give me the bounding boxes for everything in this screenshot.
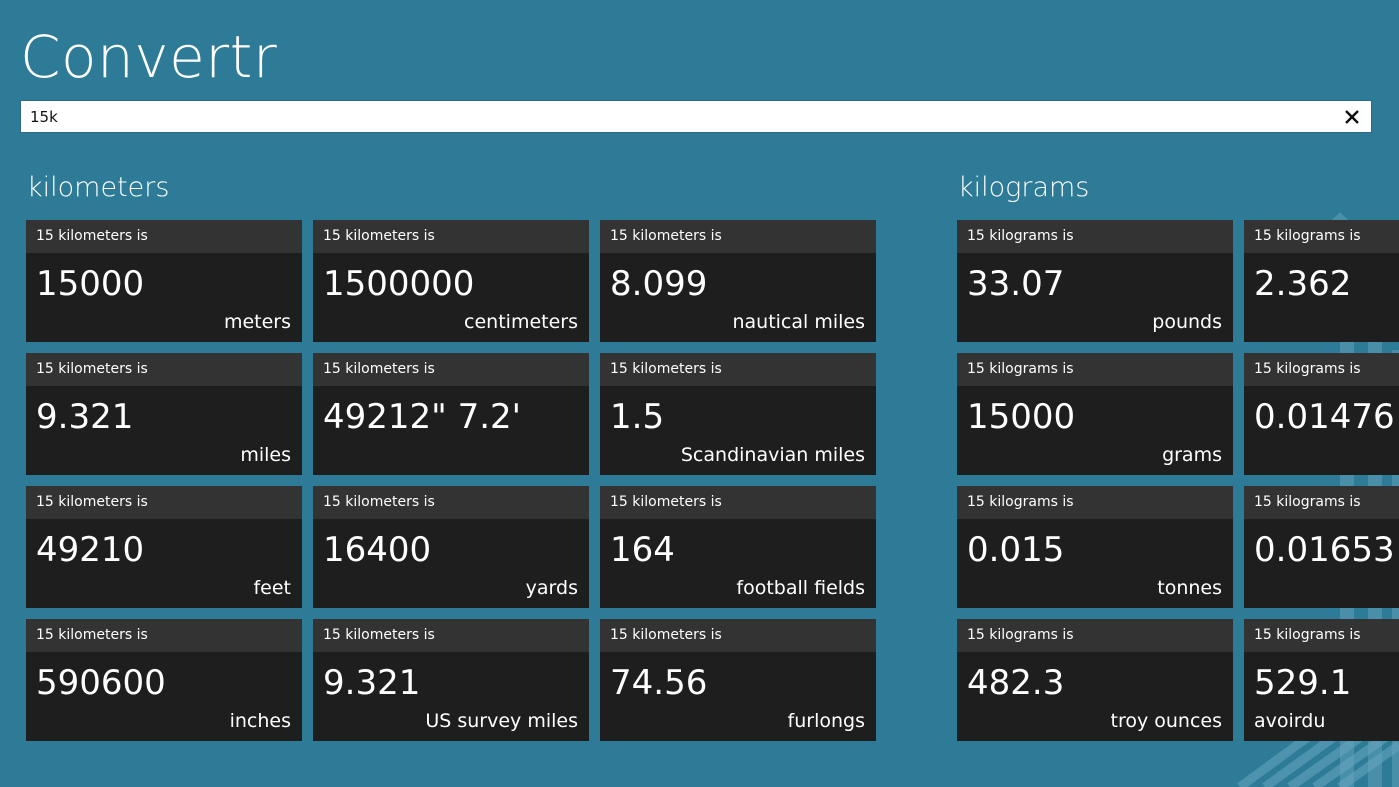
tile-header: 15 kilometers is	[26, 220, 302, 253]
tile-unit: pounds	[1152, 311, 1222, 333]
group-title: kilograms	[958, 172, 1090, 203]
tile-header: 15 kilograms is	[957, 619, 1233, 652]
tile-value: 2.362	[1254, 264, 1352, 304]
tile-value: 529.1	[1254, 663, 1352, 703]
tile-header: 15 kilometers is	[313, 486, 589, 519]
tile-value: 164	[610, 530, 675, 570]
tile-value: 0.01476	[1254, 397, 1395, 437]
tile-value: 590600	[36, 663, 166, 703]
tile-header: 15 kilometers is	[600, 220, 876, 253]
tile-unit: US survey miles	[425, 710, 578, 732]
tile-header: 15 kilograms is	[957, 353, 1233, 386]
conversion-tile[interactable]: 15 kilograms is 0.01476	[1244, 353, 1399, 475]
tile-value: 8.099	[610, 264, 708, 304]
tile-header: 15 kilograms is	[957, 486, 1233, 519]
tile-unit: troy ounces	[1110, 710, 1223, 732]
tile-header: 15 kilograms is	[1244, 353, 1399, 386]
tile-value: 0.01653	[1254, 530, 1395, 570]
conversion-tile[interactable]: 15 kilometers is 1.5 Scandinavian miles	[600, 353, 876, 475]
tile-value: 33.07	[967, 264, 1065, 304]
tile-value: 15000	[967, 397, 1076, 437]
tile-unit: football fields	[736, 577, 865, 599]
group-kilograms: kilograms 15 kilograms is 33.07 pounds 15 k…	[957, 168, 1399, 787]
conversion-tile[interactable]: 15 kilograms is 0.015 tonnes	[957, 486, 1233, 608]
tile-header: 15 kilograms is	[957, 220, 1233, 253]
tile-unit: nautical miles	[732, 311, 865, 333]
tile-value: 49210	[36, 530, 145, 570]
tile-value: 482.3	[967, 663, 1065, 703]
tile-value: 15000	[36, 264, 145, 304]
tile-header: 15 kilometers is	[26, 486, 302, 519]
clear-search-button[interactable]	[1339, 104, 1365, 130]
conversion-tile[interactable]: 15 kilometers is 164 football fields	[600, 486, 876, 608]
tile-grid: 15 kilograms is 33.07 pounds 15 kilograms i…	[957, 220, 1399, 741]
conversion-tile[interactable]: 15 kilometers is 590600 inches	[26, 619, 302, 741]
tile-value: 49212" 7.2'	[323, 397, 522, 437]
conversion-tile[interactable]: 15 kilometers is 9.321 US survey miles	[313, 619, 589, 741]
tile-header: 15 kilometers is	[600, 619, 876, 652]
tile-header: 15 kilometers is	[600, 486, 876, 519]
conversion-tile[interactable]: 15 kilograms is 482.3 troy ounces	[957, 619, 1233, 741]
conversion-tile[interactable]: 15 kilograms is 2.362	[1244, 220, 1399, 342]
conversion-tile[interactable]: 15 kilometers is 1500000 centimeters	[313, 220, 589, 342]
tile-value: 9.321	[36, 397, 134, 437]
tile-value: 1.5	[610, 397, 665, 437]
conversion-tile[interactable]: 15 kilometers is 8.099 nautical miles	[600, 220, 876, 342]
tile-unit: furlongs	[787, 710, 865, 732]
tile-header: 15 kilometers is	[600, 353, 876, 386]
close-icon	[1345, 110, 1359, 124]
conversion-tile[interactable]: 15 kilometers is 74.56 furlongs	[600, 619, 876, 741]
search-box[interactable]	[20, 100, 1372, 133]
tile-unit: tonnes	[1157, 577, 1222, 599]
tile-unit: feet	[253, 577, 291, 599]
conversion-tile[interactable]: 15 kilometers is 16400 yards	[313, 486, 589, 608]
app-title: Convertr	[20, 23, 278, 91]
conversion-tile[interactable]: 15 kilograms is 15000 grams	[957, 353, 1233, 475]
tile-value: 1500000	[323, 264, 475, 304]
conversion-tile[interactable]: 15 kilograms is 0.01653	[1244, 486, 1399, 608]
tile-value: 9.321	[323, 663, 421, 703]
conversion-tile[interactable]: 15 kilograms is 529.1 avoirdu	[1244, 619, 1399, 741]
tile-unit: Scandinavian miles	[680, 444, 865, 466]
tile-header: 15 kilograms is	[1244, 220, 1399, 253]
tile-header: 15 kilometers is	[26, 353, 302, 386]
search-input[interactable]	[21, 101, 1331, 132]
tile-header: 15 kilograms is	[1244, 486, 1399, 519]
tile-header: 15 kilometers is	[313, 353, 589, 386]
tile-header: 15 kilometers is	[313, 619, 589, 652]
tile-header: 15 kilograms is	[1244, 619, 1399, 652]
tile-header: 15 kilometers is	[313, 220, 589, 253]
tile-unit: inches	[229, 710, 291, 732]
tile-grid: 15 kilometers is 15000 meters 15 kilometers…	[26, 220, 876, 741]
tile-unit: meters	[223, 311, 291, 333]
tile-header: 15 kilometers is	[26, 619, 302, 652]
conversion-tile[interactable]: 15 kilograms is 33.07 pounds	[957, 220, 1233, 342]
conversion-tile[interactable]: 15 kilometers is 49212" 7.2'	[313, 353, 589, 475]
tile-unit: yards	[525, 577, 578, 599]
tile-value: 16400	[323, 530, 432, 570]
conversion-tile[interactable]: 15 kilometers is 49210 feet	[26, 486, 302, 608]
tile-value: 74.56	[610, 663, 708, 703]
tile-value: 0.015	[967, 530, 1065, 570]
tile-unit: centimeters	[464, 311, 578, 333]
tile-unit: miles	[240, 444, 291, 466]
conversion-tile[interactable]: 15 kilometers is 9.321 miles	[26, 353, 302, 475]
conversion-tile[interactable]: 15 kilometers is 15000 meters	[26, 220, 302, 342]
tile-unit: avoirdu	[1254, 710, 1326, 732]
group-kilometers: kilometers 15 kilometers is 15000 meters 15…	[26, 168, 876, 741]
tile-unit: grams	[1162, 444, 1222, 466]
group-title: kilometers	[27, 172, 170, 203]
